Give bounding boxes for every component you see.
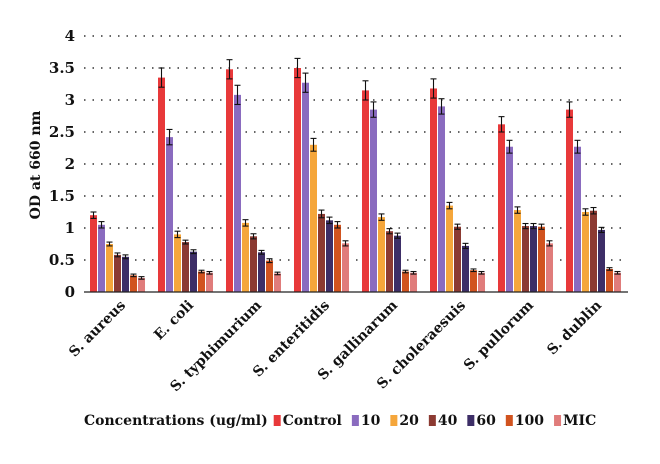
- y-axis-label: OD at 660 nm: [28, 110, 44, 219]
- bar: MIC — S. choleraesuis: 0.3: [478, 272, 485, 292]
- legend-title: Concentrations (ug/ml): [84, 413, 268, 429]
- bar: Control — E. coli: 3.35: [158, 77, 165, 292]
- y-tick-label: 2.5: [49, 123, 75, 141]
- x-tick-label: S. pullorum: [461, 297, 537, 373]
- bar: 100 — S. enteritidis: 1.05: [334, 224, 341, 292]
- bar: 20 — S. choleraesuis: 1.35: [446, 205, 453, 292]
- bar: Control — S. typhimurium: 3.48: [226, 69, 233, 292]
- bar: 40 — S. typhimurium: 0.87: [250, 236, 257, 292]
- bar: 10 — S. typhimurium: 3.08: [234, 94, 241, 292]
- legend-swatch: [390, 415, 398, 426]
- bar: 10 — S. pullorum: 2.27: [506, 146, 513, 292]
- bar: 20 — S. dublin: 1.25: [582, 212, 589, 292]
- legend-swatch: [351, 415, 359, 426]
- bar: 60 — S. dublin: 0.97: [598, 229, 605, 292]
- bar: 40 — S. pullorum: 1.03: [522, 226, 529, 292]
- y-tick-label: 3.5: [49, 59, 75, 77]
- gridlines: [84, 35, 628, 261]
- bar: 10 — S. gallinarum: 2.85: [370, 109, 377, 292]
- legend-label: 60: [476, 413, 496, 429]
- bar: 20 — E. coli: 0.9: [174, 234, 181, 292]
- bar: 100 — S. aureus: 0.26: [130, 275, 137, 292]
- bar: MIC — S. aureus: 0.22: [138, 277, 145, 292]
- y-tick-label: 0: [65, 283, 75, 301]
- legend-label: 40: [438, 413, 458, 429]
- bar: MIC — S. enteritidis: 0.76: [342, 243, 349, 292]
- legend-label: MIC: [563, 413, 596, 429]
- legend-label: 100: [515, 413, 544, 429]
- bar: 40 — S. enteritidis: 1.22: [318, 213, 325, 292]
- bar: 10 — S. dublin: 2.27: [574, 146, 581, 292]
- legend-swatch: [273, 415, 281, 426]
- legend-label: 20: [399, 413, 419, 429]
- bar: MIC — S. dublin: 0.3: [614, 272, 621, 292]
- bar: Control — S. pullorum: 2.62: [498, 124, 505, 292]
- legend-swatch: [505, 415, 513, 426]
- bar: 60 — S. typhimurium: 0.62: [258, 252, 265, 292]
- bar: 60 — S. pullorum: 1.03: [530, 226, 537, 292]
- bar: 60 — S. choleraesuis: 0.72: [462, 245, 469, 292]
- legend-label: Control: [283, 413, 342, 429]
- bar: 10 — S. choleraesuis: 2.9: [438, 106, 445, 293]
- bar: 60 — E. coli: 0.63: [190, 251, 197, 292]
- bar: 20 — S. enteritidis: 2.3: [310, 144, 317, 292]
- x-tick-label: S. dublin: [544, 298, 605, 359]
- bar: MIC — S. typhimurium: 0.29: [274, 273, 281, 292]
- legend-swatch: [467, 415, 475, 426]
- legend-swatch: [554, 415, 562, 426]
- y-tick-label: 4: [65, 27, 75, 45]
- bar: 60 — S. gallinarum: 0.88: [394, 235, 401, 292]
- bars: Control — S. aureus: 1.210 — S. aureus: …: [90, 57, 621, 293]
- bar: 20 — S. typhimurium: 1.08: [242, 222, 249, 292]
- bar: 10 — S. aureus: 1.05: [98, 224, 105, 292]
- bar: MIC — S. gallinarum: 0.3: [410, 272, 417, 292]
- bar: 20 — S. aureus: 0.75: [106, 244, 113, 292]
- bar: 40 — S. gallinarum: 0.95: [386, 231, 393, 292]
- bar: Control — S. enteritidis: 3.5: [294, 68, 301, 292]
- y-tick-label: 3: [65, 91, 75, 109]
- bar: 20 — S. gallinarum: 1.17: [378, 217, 385, 292]
- legend-label: 10: [361, 413, 381, 429]
- bar: 40 — E. coli: 0.78: [182, 242, 189, 292]
- y-tick-label: 2: [65, 155, 75, 173]
- bar: Control — S. dublin: 2.85: [566, 109, 573, 292]
- bar: Control — S. choleraesuis: 3.18: [430, 88, 437, 292]
- bar: 60 — S. enteritidis: 1.12: [326, 220, 333, 292]
- y-tick-label: 1.5: [49, 187, 75, 205]
- bar: 60 — S. aureus: 0.55: [122, 256, 129, 292]
- bar: 100 — S. pullorum: 1.02: [538, 226, 545, 292]
- legend: Concentrations (ug/ml) Control 10 20 40 60 10…: [84, 413, 596, 429]
- bar: Control — S. gallinarum: 3.15: [362, 90, 369, 293]
- bar: 20 — S. pullorum: 1.28: [514, 210, 521, 292]
- bar: 10 — E. coli: 2.42: [166, 137, 173, 292]
- bar: 10 — S. enteritidis: 3.27: [302, 82, 309, 292]
- bar: 40 — S. aureus: 0.58: [114, 254, 121, 292]
- x-tick-label: S. aureus: [66, 297, 129, 360]
- bar: 100 — S. choleraesuis: 0.34: [470, 270, 477, 292]
- bar: Control — S. aureus: 1.2: [90, 215, 97, 292]
- y-tick-label: 0.5: [49, 251, 75, 269]
- bar: MIC — E. coli: 0.3: [206, 272, 213, 292]
- bar: 40 — S. dublin: 1.27: [590, 210, 597, 292]
- bar: 40 — S. choleraesuis: 1.02: [454, 226, 461, 292]
- x-tick-label: E. coli: [151, 298, 197, 344]
- bar: 100 — S. dublin: 0.36: [606, 268, 613, 292]
- legend-swatch: [428, 415, 436, 426]
- bar: MIC — S. pullorum: 0.76: [546, 243, 553, 292]
- bar: 100 — S. typhimurium: 0.49: [266, 260, 273, 292]
- y-tick-label: 1: [65, 219, 75, 237]
- bar: 100 — S. gallinarum: 0.32: [402, 271, 409, 292]
- bar: 100 — E. coli: 0.32: [198, 271, 205, 292]
